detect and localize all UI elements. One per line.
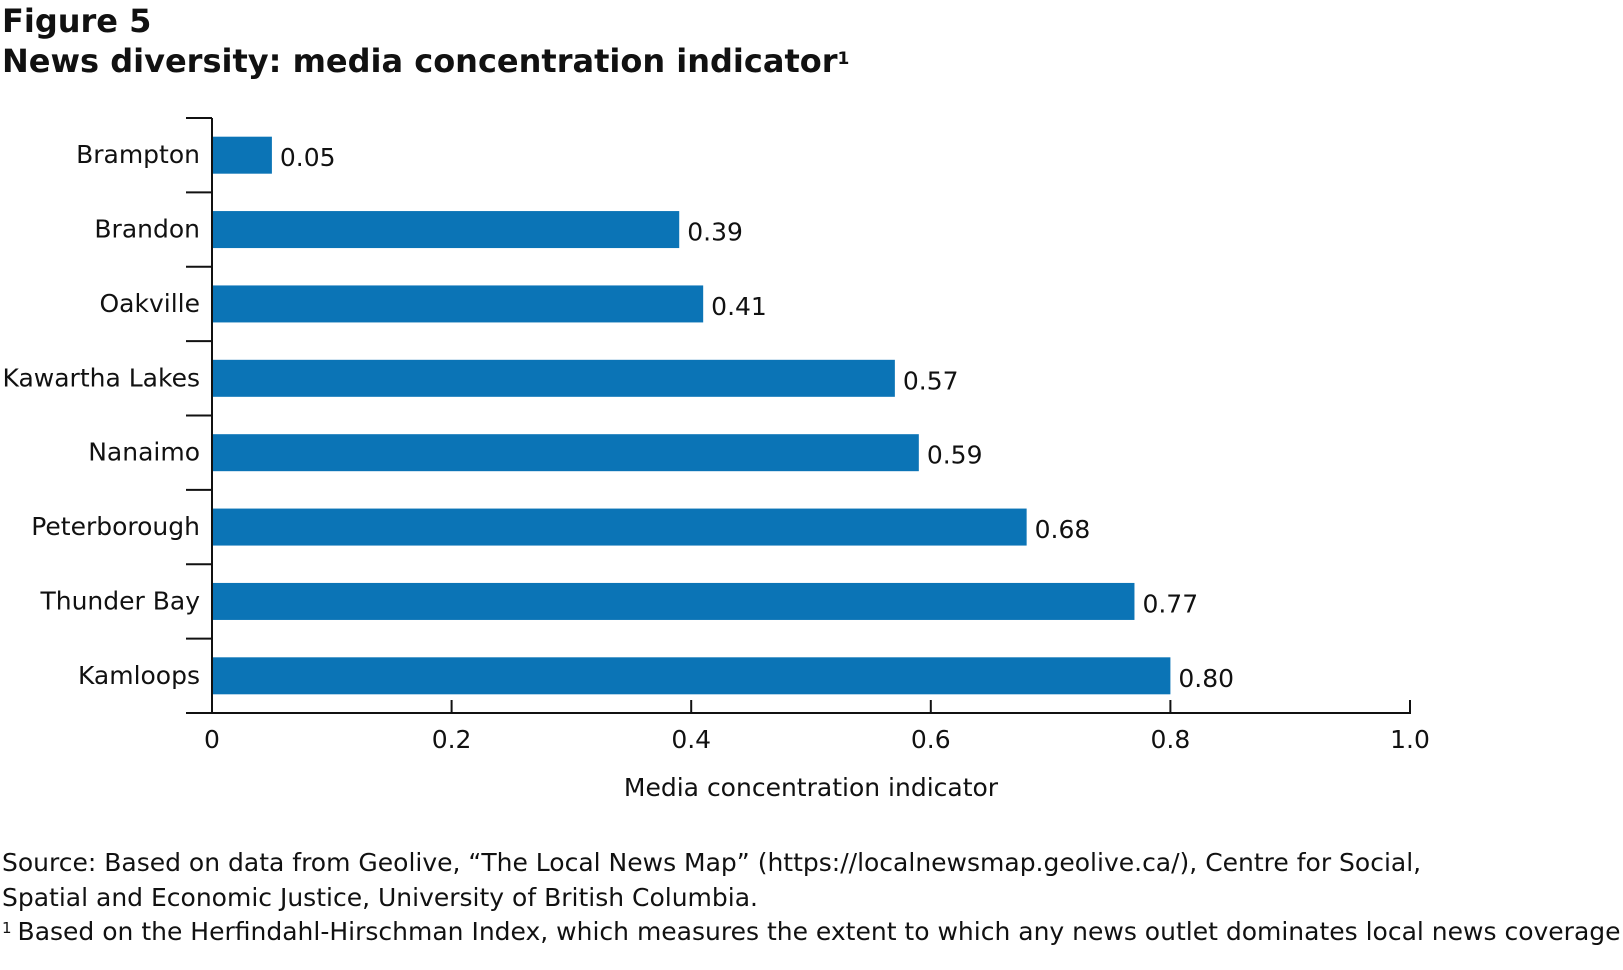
- category-label: Nanaimo: [88, 438, 200, 467]
- bar-chart: Brampton Brandon Oakville Kawartha Lakes Nan…: [3, 117, 1430, 802]
- x-tick-label: 0.6: [911, 725, 951, 754]
- category-label: Kamloops: [78, 661, 200, 690]
- x-tick-label: 0: [204, 725, 220, 754]
- bar-kamloops: [213, 657, 1171, 695]
- value-label: 0.57: [903, 366, 959, 395]
- value-label: 0.59: [927, 441, 983, 470]
- value-label: 0.68: [1035, 515, 1091, 544]
- title-footnote-marker: 1: [837, 49, 850, 69]
- axes-group: [211, 118, 1411, 714]
- bars-group: [213, 136, 1171, 695]
- chart-title-text: News diversity: media concentration indi…: [2, 42, 838, 80]
- value-labels-group: 0.05 0.39 0.41 0.57 0.59 0.68 0.77 0.80: [280, 143, 1234, 693]
- category-label: Brandon: [94, 215, 200, 244]
- value-label: 0.41: [711, 292, 767, 321]
- bar-kawartha-lakes: [213, 359, 895, 397]
- chart-title: News diversity: media concentration indi…: [2, 42, 849, 80]
- x-tick-label: 1.0: [1390, 725, 1430, 754]
- value-label: 0.05: [280, 143, 336, 172]
- bar-thunder-bay: [213, 582, 1135, 620]
- category-label: Thunder Bay: [39, 586, 200, 615]
- category-label: Kawartha Lakes: [3, 363, 200, 392]
- x-tick-label: 0.2: [432, 725, 472, 754]
- value-label: 0.80: [1178, 664, 1234, 693]
- x-axis-label: Media concentration indicator: [624, 773, 999, 802]
- x-tick-label: 0.4: [671, 725, 711, 754]
- category-label: Oakville: [100, 289, 201, 318]
- figure-label: Figure 5: [2, 2, 152, 40]
- footnote: 1 Based on the Herfindahl-Hirschman Index…: [2, 915, 1623, 949]
- value-label: 0.39: [687, 218, 743, 247]
- category-label: Peterborough: [31, 512, 200, 541]
- y-ticks-group: [186, 117, 212, 714]
- bar-nanaimo: [213, 434, 919, 472]
- bar-brampton: [213, 136, 272, 174]
- category-label: Brampton: [76, 140, 200, 169]
- value-label: 0.77: [1142, 589, 1198, 618]
- footnote-text: Based on the Herfindahl-Hirschman Index,…: [17, 917, 1623, 946]
- bar-oakville: [213, 285, 704, 323]
- bar-brandon: [213, 211, 680, 249]
- bar-peterborough: [213, 508, 1027, 546]
- x-tick-label: 0.8: [1151, 725, 1191, 754]
- x-ticks-group: 0 0.2 0.4 0.6 0.8 1.0: [204, 700, 1430, 754]
- category-labels-group: Brampton Brandon Oakville Kawartha Lakes Nan…: [3, 140, 201, 690]
- source-note: Source: Based on data from Geolive, “The…: [2, 848, 1422, 912]
- footnote-marker: 1: [2, 919, 12, 937]
